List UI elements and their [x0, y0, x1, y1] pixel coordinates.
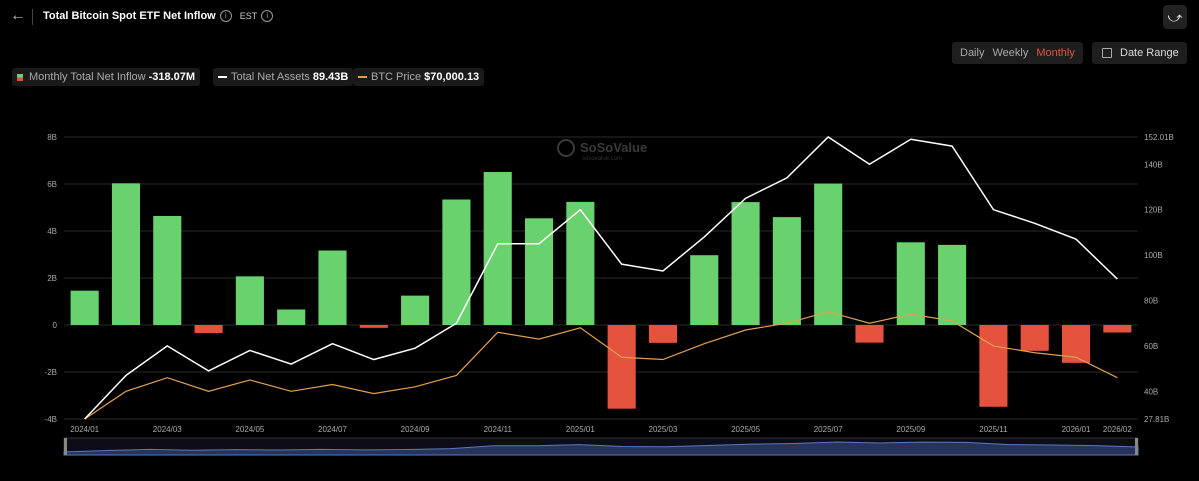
page-title-text: Total Bitcoin Spot ETF Net Inflow — [43, 10, 216, 22]
bar — [318, 250, 347, 325]
x-tick-label: 2024/01 — [70, 425, 99, 434]
bar — [772, 217, 801, 325]
bar — [442, 199, 471, 325]
bar — [235, 276, 264, 325]
period-daily[interactable]: Daily — [960, 47, 985, 59]
bar — [194, 325, 223, 333]
period-weekly[interactable]: Weekly — [992, 47, 1029, 59]
bar-swatch-icon — [17, 73, 23, 81]
bar — [483, 172, 512, 325]
btc-price-line — [84, 311, 1118, 420]
x-tick-label: 2024/03 — [153, 425, 182, 434]
bar — [814, 183, 843, 325]
x-tick-label: 2024/11 — [484, 425, 513, 434]
bar — [648, 325, 678, 343]
x-tick-label: 2025/07 — [814, 425, 843, 434]
share-icon[interactable]: ⤻ — [1163, 5, 1187, 29]
x-tick-label: 2025/03 — [649, 425, 678, 434]
watermark: SoSoValue sosovalue.com — [557, 139, 647, 162]
navigator-area — [63, 441, 1139, 456]
y-left-tick-label: 4B — [47, 227, 57, 236]
bar — [731, 202, 760, 325]
back-arrow-icon[interactable]: ← — [10, 7, 26, 24]
watermark-text: SoSoValue — [580, 140, 647, 155]
y-left-tick-label: -2B — [45, 368, 57, 377]
y-left-tick-label: 0 — [53, 321, 58, 330]
x-tick-label: 2024/05 — [235, 425, 264, 434]
y-left-tick-label: 2B — [47, 274, 57, 283]
legend-net-inflow[interactable]: Monthly Total Net Inflow -318.07M — [12, 68, 201, 86]
timezone-info-icon[interactable]: i — [261, 10, 274, 23]
bar — [690, 255, 719, 325]
x-tick-label: 2025/05 — [731, 425, 760, 434]
legend-btc-price[interactable]: BTC Price $70,000.13 — [353, 68, 485, 86]
bar — [1103, 325, 1132, 333]
bar — [359, 325, 388, 328]
navigator-handle-right[interactable] — [1135, 438, 1138, 455]
y-axis-right: 152.01B 140B 120B 100B 80B 60B 40B 27.81B — [1144, 133, 1174, 424]
watermark-logo-icon — [557, 139, 575, 157]
x-tick-label: 2026/01 — [1062, 425, 1091, 434]
lines — [84, 136, 1118, 420]
y-right-tick-label: 120B — [1144, 206, 1163, 215]
bar — [607, 325, 636, 409]
x-tick-label: 2025/09 — [896, 425, 925, 434]
y-right-tick-label: 27.81B — [1144, 415, 1169, 424]
calendar-icon — [1102, 48, 1112, 58]
price-swatch-icon — [358, 76, 367, 79]
bar — [524, 218, 554, 325]
grid — [64, 136, 1138, 420]
watermark-site: sosovalue.com — [582, 156, 622, 162]
range-navigator[interactable] — [63, 437, 1139, 456]
legend-net-inflow-label: Monthly Total Net Inflow — [29, 71, 146, 83]
y-left-tick-label: 6B — [47, 180, 57, 189]
y-axis-left: 8B 6B 4B 2B 0 -2B -4B — [45, 133, 58, 424]
bar — [401, 295, 430, 325]
y-right-tick-label: 40B — [1144, 387, 1158, 396]
timezone-label: EST — [239, 11, 258, 22]
x-tick-label: 2025/11 — [979, 425, 1008, 434]
legend-btc-price-label: BTC Price — [371, 71, 422, 83]
period-selector: Daily Weekly Monthly — [952, 42, 1083, 64]
legend-net-assets[interactable]: Total Net Assets 89.43B — [213, 68, 354, 86]
bar — [938, 244, 967, 325]
date-range-button[interactable]: Date Range — [1092, 42, 1187, 64]
legend-net-inflow-value: -318.07M — [148, 71, 196, 83]
bar — [277, 309, 306, 325]
page-title: Total Bitcoin Spot ETF Net Inflow i EST i — [43, 10, 274, 23]
bars — [70, 172, 1132, 409]
date-range-label: Date Range — [1120, 47, 1179, 59]
legend-btc-price-value: $70,000.13 — [424, 71, 480, 83]
y-right-tick-label: 152.01B — [1144, 133, 1174, 142]
line-swatch-icon — [218, 76, 227, 79]
info-icon[interactable]: i — [219, 10, 232, 23]
bar — [153, 215, 182, 325]
x-tick-label: 2024/07 — [318, 425, 347, 434]
bar — [566, 201, 595, 325]
navigator-handle-left[interactable] — [64, 438, 67, 455]
y-right-tick-label: 60B — [1144, 342, 1158, 351]
legend-net-assets-value: 89.43B — [312, 71, 349, 83]
x-axis: 2024/01 2024/03 2024/05 2024/07 2024/09 2024/… — [70, 425, 1132, 434]
y-right-tick-label: 140B — [1144, 160, 1163, 169]
top-bar: ← Total Bitcoin Spot ETF Net Inflow i EST i… — [0, 0, 1199, 34]
x-tick-label: 2024/09 — [401, 425, 430, 434]
bar — [1020, 325, 1049, 351]
bar — [111, 183, 141, 325]
divider — [32, 9, 33, 25]
bar — [70, 290, 99, 325]
legend-net-assets-label: Total Net Assets — [231, 71, 310, 83]
bar — [855, 325, 884, 343]
y-left-tick-label: 8B — [47, 133, 57, 142]
y-right-tick-label: 100B — [1144, 251, 1163, 260]
period-monthly[interactable]: Monthly — [1036, 47, 1075, 59]
bar — [896, 242, 925, 325]
x-tick-label: 2026/02 — [1103, 425, 1132, 434]
y-right-tick-label: 80B — [1144, 297, 1158, 306]
y-left-tick-label: -4B — [45, 415, 57, 424]
bar — [979, 325, 1008, 407]
net-assets-line — [84, 136, 1118, 420]
x-tick-label: 2025/01 — [566, 425, 595, 434]
